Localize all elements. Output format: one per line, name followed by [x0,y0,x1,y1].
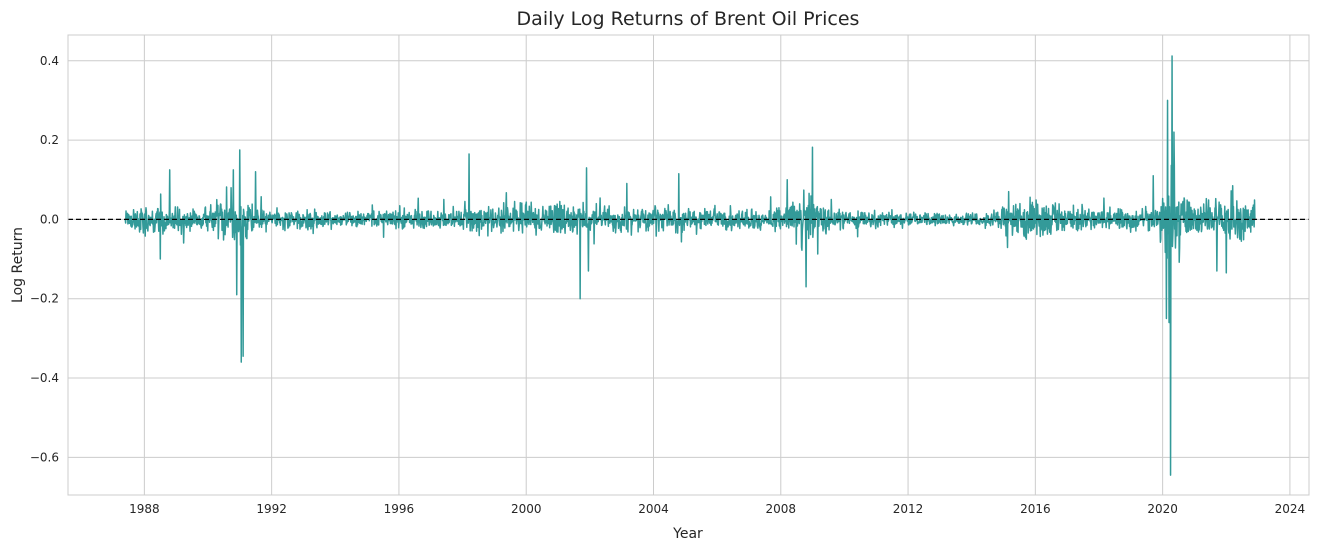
x-tick-label: 1996 [384,502,415,516]
plot-frame [67,34,1310,496]
y-tick-label: −0.2 [30,292,59,306]
y-tick-label: 0.0 [40,212,59,226]
y-tick-label: 0.2 [40,133,59,147]
plot-background [68,35,1309,495]
y-axis-ticks: 0.4 0.2 0.0 −0.2 −0.4 −0.6 [30,54,59,465]
y-tick-label: −0.4 [30,371,59,385]
x-tick-label: 2020 [1147,502,1178,516]
y-tick-label: −0.6 [30,450,59,464]
x-tick-label: 2024 [1275,502,1306,516]
x-tick-label: 2004 [638,502,669,516]
x-tick-label: 2000 [511,502,542,516]
x-tick-label: 1988 [129,502,160,516]
x-axis-title: Year [672,526,703,542]
chart-title: Daily Log Returns of Brent Oil Prices [517,8,860,30]
x-axis-ticks: 1988 1992 1996 2000 2004 2008 2012 2016 2020 2024 [129,502,1305,516]
series-line-log-return [124,55,1256,476]
x-tick-label: 2012 [893,502,924,516]
x-tick-label: 1992 [256,502,287,516]
x-tick-label: 2016 [1020,502,1051,516]
x-tick-label: 2008 [766,502,797,516]
y-tick-label: 0.4 [40,54,59,68]
y-axis-title: Log Return [10,227,26,303]
